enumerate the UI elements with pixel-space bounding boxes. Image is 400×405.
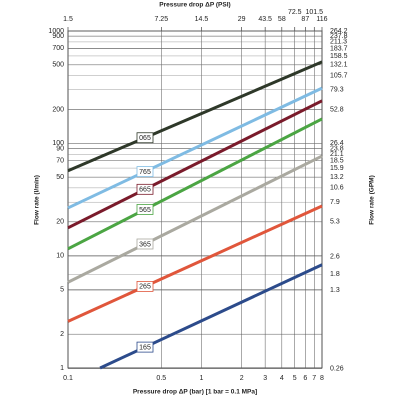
y2-tick-label: 5.3 (330, 219, 340, 226)
x-tick-label: 0.1 (63, 375, 73, 382)
series-label: 365 (136, 238, 154, 250)
y2-tick-label: 21.1 (330, 151, 344, 158)
x2-tick-label: 72.5 (288, 9, 302, 16)
y-tick-label: 2 (60, 331, 64, 338)
legend-label: 765 (139, 169, 151, 176)
label-box (136, 238, 154, 250)
y2-tick-label: 158.5 (330, 53, 348, 60)
y2-tick-label: 10.6 (330, 185, 344, 192)
y2-tick-label: 13.2 (330, 174, 344, 181)
legend-label: 665 (139, 187, 151, 194)
series-label: 565 (136, 204, 154, 215)
x2-tick-label: 101.5 (305, 9, 323, 16)
x2-tick-label: 29 (238, 16, 246, 23)
x2-tick-label: 43.5 (258, 16, 272, 23)
y2-tick-label: 183.7 (330, 46, 348, 53)
x2-tick-label: 1.5 (63, 16, 73, 23)
x-tick-label: 6 (303, 375, 307, 382)
legend-label: 165 (139, 344, 151, 351)
y2-tick-label: 26.4 (330, 140, 344, 147)
label-box (136, 132, 154, 144)
y2-tick-label: 1.8 (330, 271, 340, 278)
x2-axis-title: Pressure drop ΔP (PSI) (159, 2, 230, 9)
legend-label: 365 (139, 241, 151, 248)
x-tick-label: 5 (293, 375, 297, 382)
x2-tick-label: 14.5 (195, 16, 209, 23)
legend-label: 265 (139, 284, 151, 291)
legend-label: 565 (139, 207, 151, 214)
series-label: 665 (136, 183, 154, 195)
x2-tick-label: 87 (301, 16, 309, 23)
series-line (67, 204, 323, 323)
y2-axis-title: Flow rate (GPM) (369, 175, 376, 224)
series-label: 065 (136, 132, 154, 144)
x-tick-label: 3 (263, 375, 267, 382)
y2-tick-label: 237.8 (330, 33, 348, 40)
y2-tick-label: 211.3 (330, 39, 347, 46)
legend-label: 065 (139, 135, 151, 142)
y-tick-label: 100 (52, 140, 64, 147)
y2-tick-label: 18.5 (330, 158, 344, 165)
y2-tick-label: 0.26 (330, 366, 344, 373)
y-tick-label: 500 (52, 62, 64, 69)
y2-tick-label: 23.8 (330, 145, 344, 152)
x2-tick-label: 7.25 (154, 16, 168, 23)
y-tick-label: 50 (56, 174, 64, 181)
label-box (136, 341, 154, 353)
series-line (67, 154, 323, 284)
x-tick-label: 4 (280, 375, 284, 382)
y2-tick-label: 132.1 (330, 62, 348, 69)
y-tick-label: 10 (56, 253, 64, 260)
y2-tick-label: 1.3 (330, 287, 340, 294)
series-label: 765 (136, 166, 154, 178)
series-label: 265 (136, 280, 154, 292)
label-box (136, 204, 154, 215)
x-tick-label: 7 (312, 375, 316, 382)
y-axis-title: Flow rate (l/min) (34, 175, 41, 225)
plot-area (67, 30, 323, 369)
series-line (67, 117, 323, 251)
x-tick-label: 8 (320, 375, 324, 382)
label-box (136, 183, 154, 195)
y-tick-label: 5 (60, 286, 64, 293)
x-tick-label: 0.5 (156, 375, 166, 382)
x-tick-label: 1 (200, 375, 204, 382)
series-line (67, 60, 323, 173)
y-tick-label: 70 (56, 158, 64, 165)
y2-tick-label: 105.7 (330, 73, 348, 80)
y-tick-label: 1000 (48, 28, 64, 35)
x-axis-title: Pressure drop ΔP (bar) [1 bar = 0.1 MPa] (133, 389, 257, 396)
y2-tick-label: 52.8 (330, 106, 344, 113)
y2-tick-label: 7.9 (330, 199, 340, 206)
y-tick-label: 90 (56, 145, 64, 152)
x2-tick-label: 58 (278, 16, 286, 23)
y2-tick-label: 79.3 (330, 87, 344, 94)
series-line (67, 86, 323, 210)
x-tick-label: 2 (240, 375, 244, 382)
y-tick-label: 900 (52, 33, 64, 40)
x2-tick-label: 116 (316, 16, 327, 23)
y2-tick-label: 2.6 (330, 253, 340, 260)
label-box (136, 166, 154, 178)
y-tick-label: 1 (60, 365, 64, 372)
series-line (67, 99, 323, 230)
label-box (136, 280, 154, 292)
y-tick-label: 700 (52, 45, 64, 52)
series-label: 165 (136, 341, 154, 353)
y2-tick-label: 264.2 (330, 28, 348, 35)
y2-tick-label: 15.9 (330, 165, 344, 172)
y-tick-label: 200 (52, 106, 64, 113)
y-tick-label: 20 (56, 219, 64, 226)
